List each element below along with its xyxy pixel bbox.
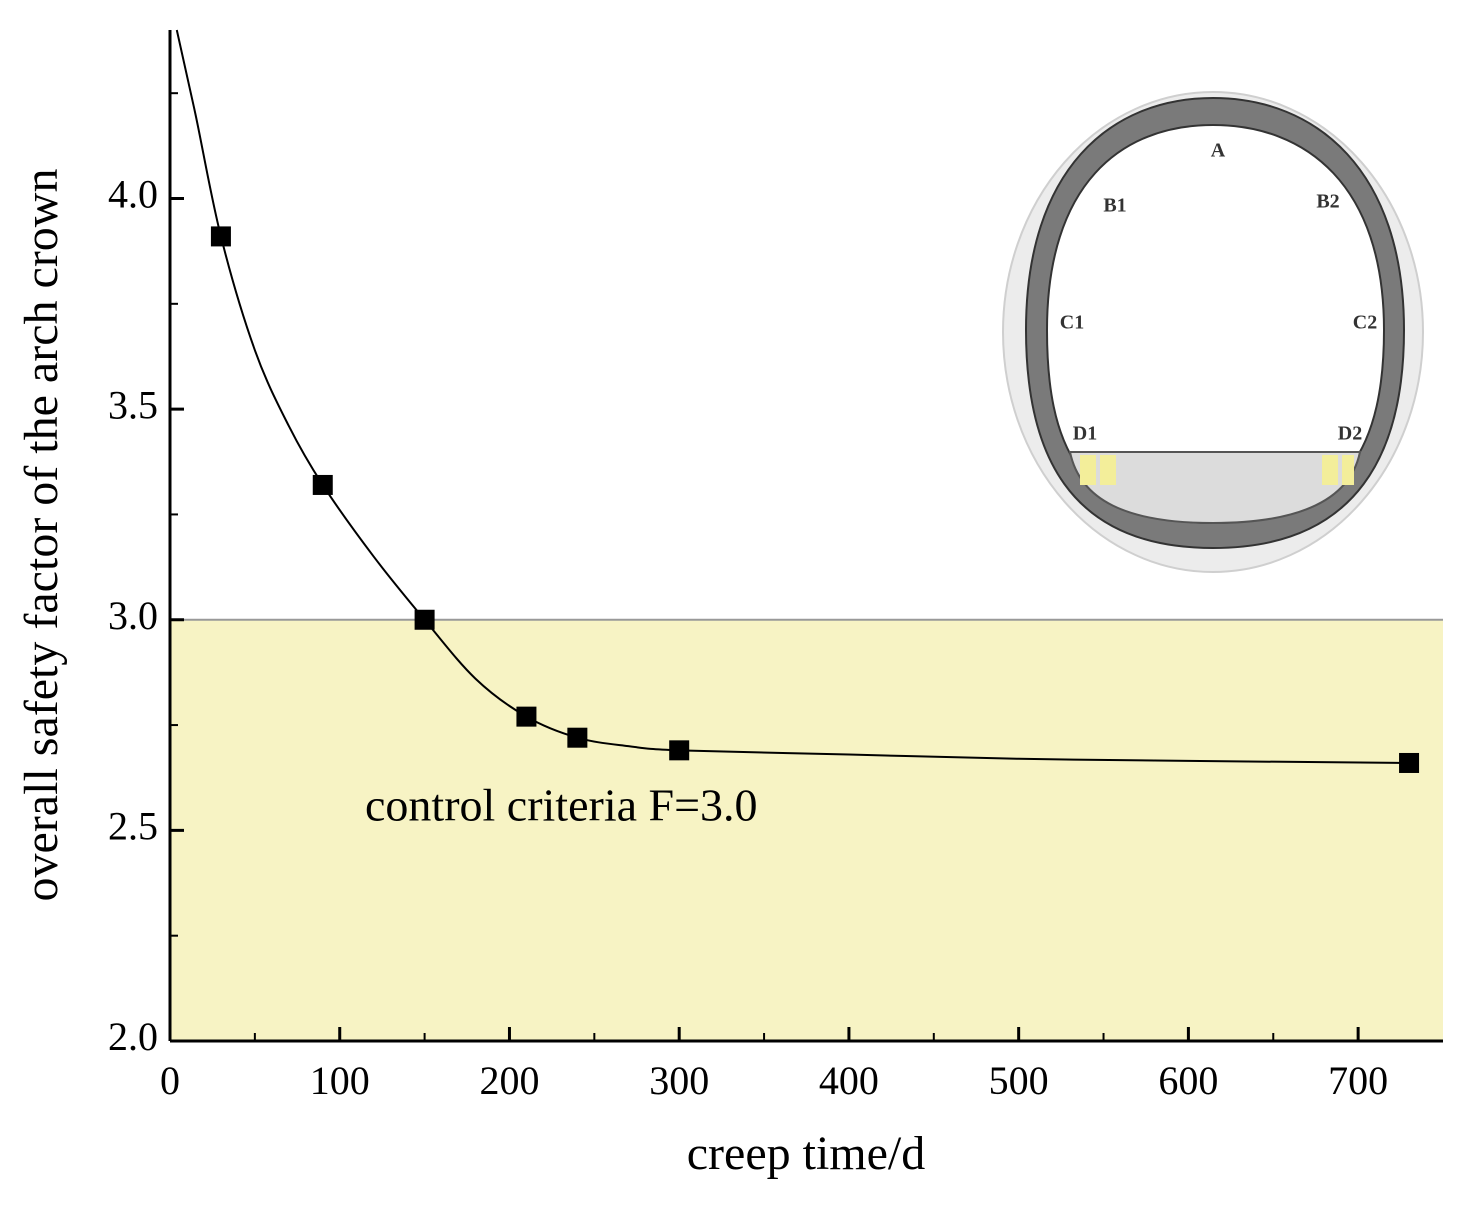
y-tick-label: 3.0 — [108, 593, 158, 638]
inset-drain — [1100, 455, 1116, 485]
inset-label: C2 — [1353, 312, 1377, 334]
inset-drain — [1080, 455, 1096, 485]
data-point — [210, 226, 231, 247]
data-point — [516, 706, 537, 727]
x-tick-label: 300 — [649, 1058, 709, 1103]
criteria-region — [170, 619, 1443, 1041]
tunnel-inset: A B1 B2 C1 C2 D1 D2 — [1002, 91, 1424, 573]
inset-label: C1 — [1060, 312, 1084, 334]
data-point — [312, 474, 333, 495]
y-tick-label: 2.0 — [108, 1014, 158, 1059]
y-tick-label: 2.5 — [108, 804, 158, 849]
inset-label: D2 — [1338, 423, 1362, 445]
data-point — [669, 740, 690, 761]
inset-drain — [1342, 455, 1354, 485]
y-tick-label: 4.0 — [108, 172, 158, 217]
x-tick-label: 400 — [819, 1058, 879, 1103]
inset-drain — [1322, 455, 1338, 485]
y-axis-label: overall safety factor of the arch crown — [15, 169, 68, 902]
data-point — [1399, 752, 1420, 773]
inset-label: B1 — [1103, 195, 1126, 217]
data-point — [414, 609, 435, 630]
x-tick-label: 500 — [989, 1058, 1049, 1103]
annotation: control criteria F=3.0 — [365, 780, 758, 831]
x-tick-label: 600 — [1158, 1058, 1218, 1103]
x-tick-label: 700 — [1328, 1058, 1388, 1103]
x-axis-label: creep time/d — [687, 1127, 926, 1180]
data-point — [567, 727, 588, 748]
x-tick-label: 200 — [479, 1058, 539, 1103]
inset-label: A — [1211, 140, 1226, 162]
x-tick-label: 100 — [310, 1058, 370, 1103]
inset-label: B2 — [1316, 191, 1339, 213]
fit-curve — [175, 29, 1410, 764]
inset-label: D1 — [1073, 423, 1097, 445]
x-tick-label: 0 — [160, 1058, 180, 1103]
y-tick-label: 3.5 — [108, 382, 158, 427]
